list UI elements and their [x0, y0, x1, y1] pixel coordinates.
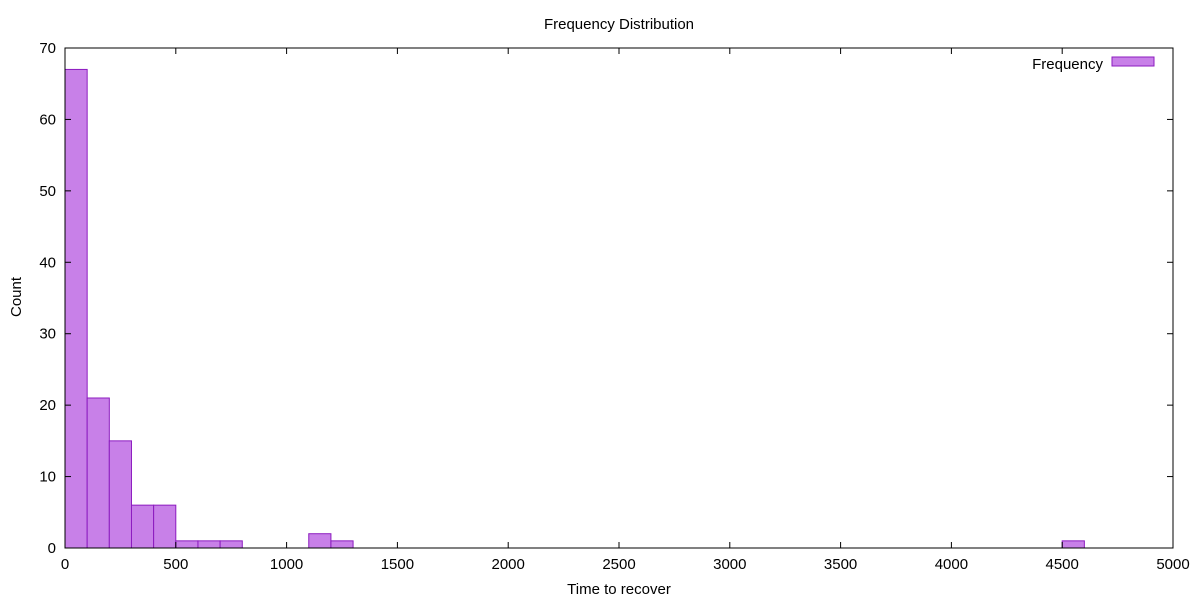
chart-title: Frequency Distribution [544, 16, 694, 33]
y-axis-label: Count [8, 276, 25, 317]
histogram-bar-10 [1061, 540, 1085, 549]
histogram-bar-4 [153, 504, 177, 549]
x-tick-label-6: 3000 [713, 556, 746, 573]
histogram-bar-6 [197, 540, 221, 549]
y-tick-label-0: 0 [48, 540, 56, 557]
y-tick-label-5: 50 [39, 183, 56, 200]
x-axis-ticks: 0 500 1000 1500 2000 2500 3000 3500 4000 4500 5000 [61, 48, 1190, 573]
y-tick-label-3: 30 [39, 326, 56, 343]
histogram-bar-5 [175, 540, 199, 549]
y-tick-label-4: 40 [39, 254, 56, 271]
legend-label: Frequency [1032, 56, 1103, 73]
plot-frame [64, 47, 1174, 549]
x-axis-label: Time to recover [567, 581, 671, 598]
x-tick-label-4: 2000 [492, 556, 525, 573]
histogram-bar-3 [130, 504, 155, 549]
x-tick-label-7: 3500 [824, 556, 857, 573]
y-tick-label-6: 60 [39, 111, 56, 128]
x-tick-label-5: 2500 [602, 556, 635, 573]
x-tick-label-3: 1500 [381, 556, 414, 573]
y-tick-label-7: 70 [39, 40, 56, 57]
x-tick-label-0: 0 [61, 556, 69, 573]
x-tick-label-8: 4000 [935, 556, 968, 573]
histogram-bar-9 [330, 540, 354, 549]
y-tick-label-2: 20 [39, 397, 56, 414]
bars-group [64, 68, 1085, 549]
histogram-bar-8 [308, 533, 332, 549]
y-axis-ticks: 0 10 20 30 40 50 60 70 [39, 40, 1173, 557]
histogram-bar-1 [86, 397, 110, 549]
histogram-bar-7 [219, 540, 243, 549]
legend-swatch [1111, 56, 1155, 67]
y-tick-label-1: 10 [39, 469, 56, 486]
x-tick-label-1: 500 [163, 556, 188, 573]
x-tick-label-2: 1000 [270, 556, 303, 573]
x-tick-label-9: 4500 [1046, 556, 1079, 573]
legend: Frequency [1032, 56, 1155, 73]
x-tick-label-10: 5000 [1156, 556, 1189, 573]
histogram-bar-2 [108, 440, 132, 549]
